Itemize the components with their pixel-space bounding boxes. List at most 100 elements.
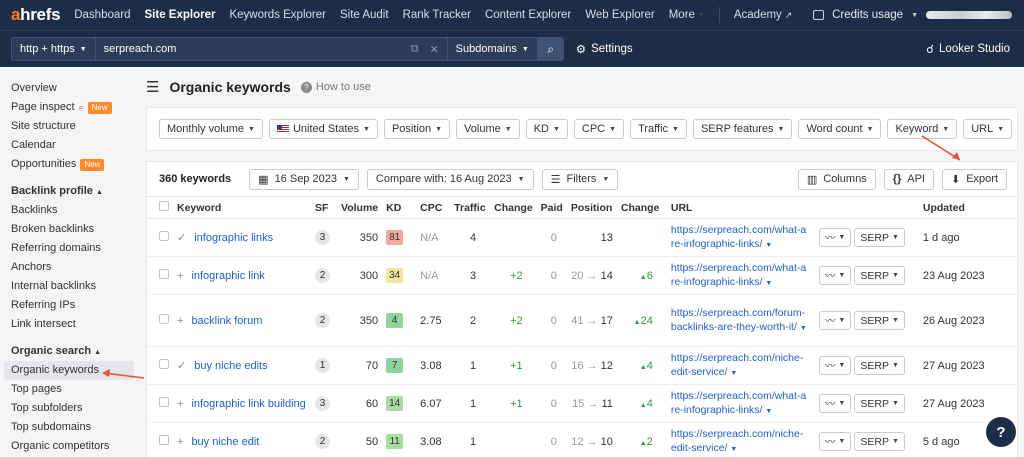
sf-badge[interactable]: 2 [315,268,330,283]
credits-usage[interactable]: Credits usage [832,9,904,21]
sidebar-item-organic-competitors[interactable]: Organic competitors [11,440,110,452]
filter-position[interactable]: Position ▼ [383,119,451,139]
col-paid[interactable]: Paid [536,196,567,219]
sf-badge[interactable]: 1 [315,358,330,373]
filter-keyword[interactable]: Keyword ▼ [887,119,958,139]
col-url[interactable]: URL [666,196,815,219]
sidebar-item-top-subfolders[interactable]: Top subfolders [11,402,83,414]
col-cpc[interactable]: CPC [416,196,451,219]
chart-button[interactable]: 〰 ▼ [818,355,852,375]
mode-select[interactable]: Subdomains ▼ [447,37,538,61]
caret-down-icon[interactable]: ▼ [730,369,738,377]
url-link[interactable]: https://serpreach.com/forum-backlinks-ar… [671,306,811,336]
add-icon[interactable]: + [177,397,184,410]
chart-button[interactable]: 〰 ▼ [818,227,852,247]
columns-button[interactable]: ▥ Columns [797,168,876,190]
check-icon[interactable]: ✓ [177,232,187,244]
serp-button[interactable]: SERP ▼ [854,432,905,452]
keyword-link[interactable]: buy niche edits [194,360,268,372]
serp-button[interactable]: SERP ▼ [854,266,905,286]
serp-button[interactable]: SERP ▼ [854,394,905,414]
filter-cpc[interactable]: CPC ▼ [573,119,625,139]
filter-country[interactable]: United States ▼ [268,119,378,139]
sidebar-item-referring-domains[interactable]: Referring domains [11,242,101,254]
sidebar-item-opportunities[interactable]: Opportunities New [0,155,140,174]
add-icon[interactable]: + [177,314,184,327]
caret-down-icon[interactable]: ▼ [765,241,773,249]
how-to-use-link[interactable]: ? How to use [300,81,371,93]
sidebar-item-top-pages[interactable]: Top pages [11,383,62,395]
compare-picker[interactable]: Compare with: 16 Aug 2023 ▼ [366,168,534,190]
url-link[interactable]: https://serpreach.com/niche-edit-service… [671,351,811,381]
nav-site-audit[interactable]: Site Audit [339,9,389,21]
col-updated[interactable]: Updated [918,196,1017,219]
keyword-link[interactable]: infographic links [194,232,274,244]
menu-icon[interactable]: ☰ [146,79,160,96]
keyword-link[interactable]: backlink forum [191,314,263,327]
url-link[interactable]: https://serpreach.com/what-a re-infograph… [671,261,811,291]
help-chat-button[interactable]: ? [986,417,1016,447]
sf-badge[interactable]: 2 [315,313,330,328]
col-traffic[interactable]: Traffic [450,196,491,219]
sf-badge[interactable]: 2 [315,434,330,449]
chart-button[interactable]: 〰 ▼ [818,265,852,285]
sidebar-section-backlink-profile[interactable]: Backlink profile ▲ [0,182,140,201]
caret-down-icon[interactable]: ▼ [765,279,773,287]
row-checkbox[interactable] [159,231,169,241]
col-position-change[interactable]: Change [616,196,667,219]
nav-keywords-explorer[interactable]: Keywords Explorer [229,9,326,21]
nav-content-explorer[interactable]: Content Explorer [484,9,572,21]
protocol-select[interactable]: http + https ▼ [11,37,96,61]
nav-academy[interactable]: Academy ↗ [734,9,792,21]
url-link[interactable]: https://serpreach.com/what-a re-infograph… [671,223,811,253]
caret-down-icon[interactable]: ▼ [799,324,807,332]
add-icon[interactable]: + [177,269,184,282]
col-kd[interactable]: KD [382,196,417,219]
row-select[interactable] [147,294,173,347]
sidebar-item-organic-keywords[interactable]: Organic keywords [4,361,134,380]
keyword-link[interactable]: infographic link building [191,397,306,410]
filter-word-count[interactable]: Word count ▼ [798,119,882,139]
keyword-link[interactable]: infographic link [191,269,265,282]
ahrefs-logo[interactable]: ahrefs [11,5,61,24]
search-button[interactable]: ⌕ [537,37,564,61]
caret-down-icon[interactable]: ▼ [730,445,738,453]
serp-button[interactable]: SERP ▼ [854,228,905,248]
sidebar-item-link-intersect[interactable]: Link intersect [11,318,76,330]
sidebar-item-page-inspect[interactable]: Page inspect ⌕ New [0,98,140,117]
filter-volume[interactable]: Volume ▼ [456,119,520,139]
sidebar-item-broken-backlinks[interactable]: Broken backlinks [11,223,95,235]
url-link[interactable]: https://serpreach.com/niche-edit-service… [671,427,811,457]
col-sf[interactable]: SF [311,196,337,219]
sidebar-item-backlinks[interactable]: Backlinks [11,204,58,216]
nav-dashboard[interactable]: Dashboard [74,9,131,21]
filters-button[interactable]: ☰ Filters ▼ [541,168,619,190]
row-checkbox[interactable] [159,397,169,407]
row-checkbox[interactable] [159,435,169,445]
row-checkbox[interactable] [159,314,169,324]
serp-button[interactable]: SERP ▼ [854,311,905,331]
nav-site-explorer[interactable]: Site Explorer [144,9,216,21]
sidebar-section-organic-search[interactable]: Organic search ▲ [0,342,140,361]
row-select[interactable] [147,422,173,457]
chart-button[interactable]: 〰 ▼ [818,310,852,330]
looker-studio-button[interactable]: ☌ Looker Studio [926,42,1010,56]
col-volume[interactable]: Volume [337,196,383,219]
filter-serp-features[interactable]: SERP features ▼ [692,119,793,139]
nav-web-explorer[interactable]: Web Explorer [585,9,655,21]
sidebar-item-calendar[interactable]: Calendar [0,136,140,155]
sidebar-item-site-structure[interactable]: Site structure [0,117,140,136]
chart-button[interactable]: 〰 ▼ [818,431,852,451]
clear-icon[interactable]: ✕ [429,43,439,56]
sidebar-item-internal-backlinks[interactable]: Internal backlinks [11,280,96,292]
row-checkbox[interactable] [159,269,169,279]
settings-button[interactable]: ⚙ Settings [576,42,633,56]
sf-badge[interactable]: 3 [315,396,330,411]
filter-url[interactable]: URL ▼ [963,119,1013,139]
select-all-header[interactable] [147,196,173,219]
sidebar-item-top-subdomains[interactable]: Top subdomains [11,421,92,433]
sidebar-item-anchors[interactable]: Anchors [11,261,52,273]
row-select[interactable] [147,346,173,385]
nav-more[interactable]: More ▼ [669,9,705,21]
sf-badge[interactable]: 3 [315,230,330,245]
